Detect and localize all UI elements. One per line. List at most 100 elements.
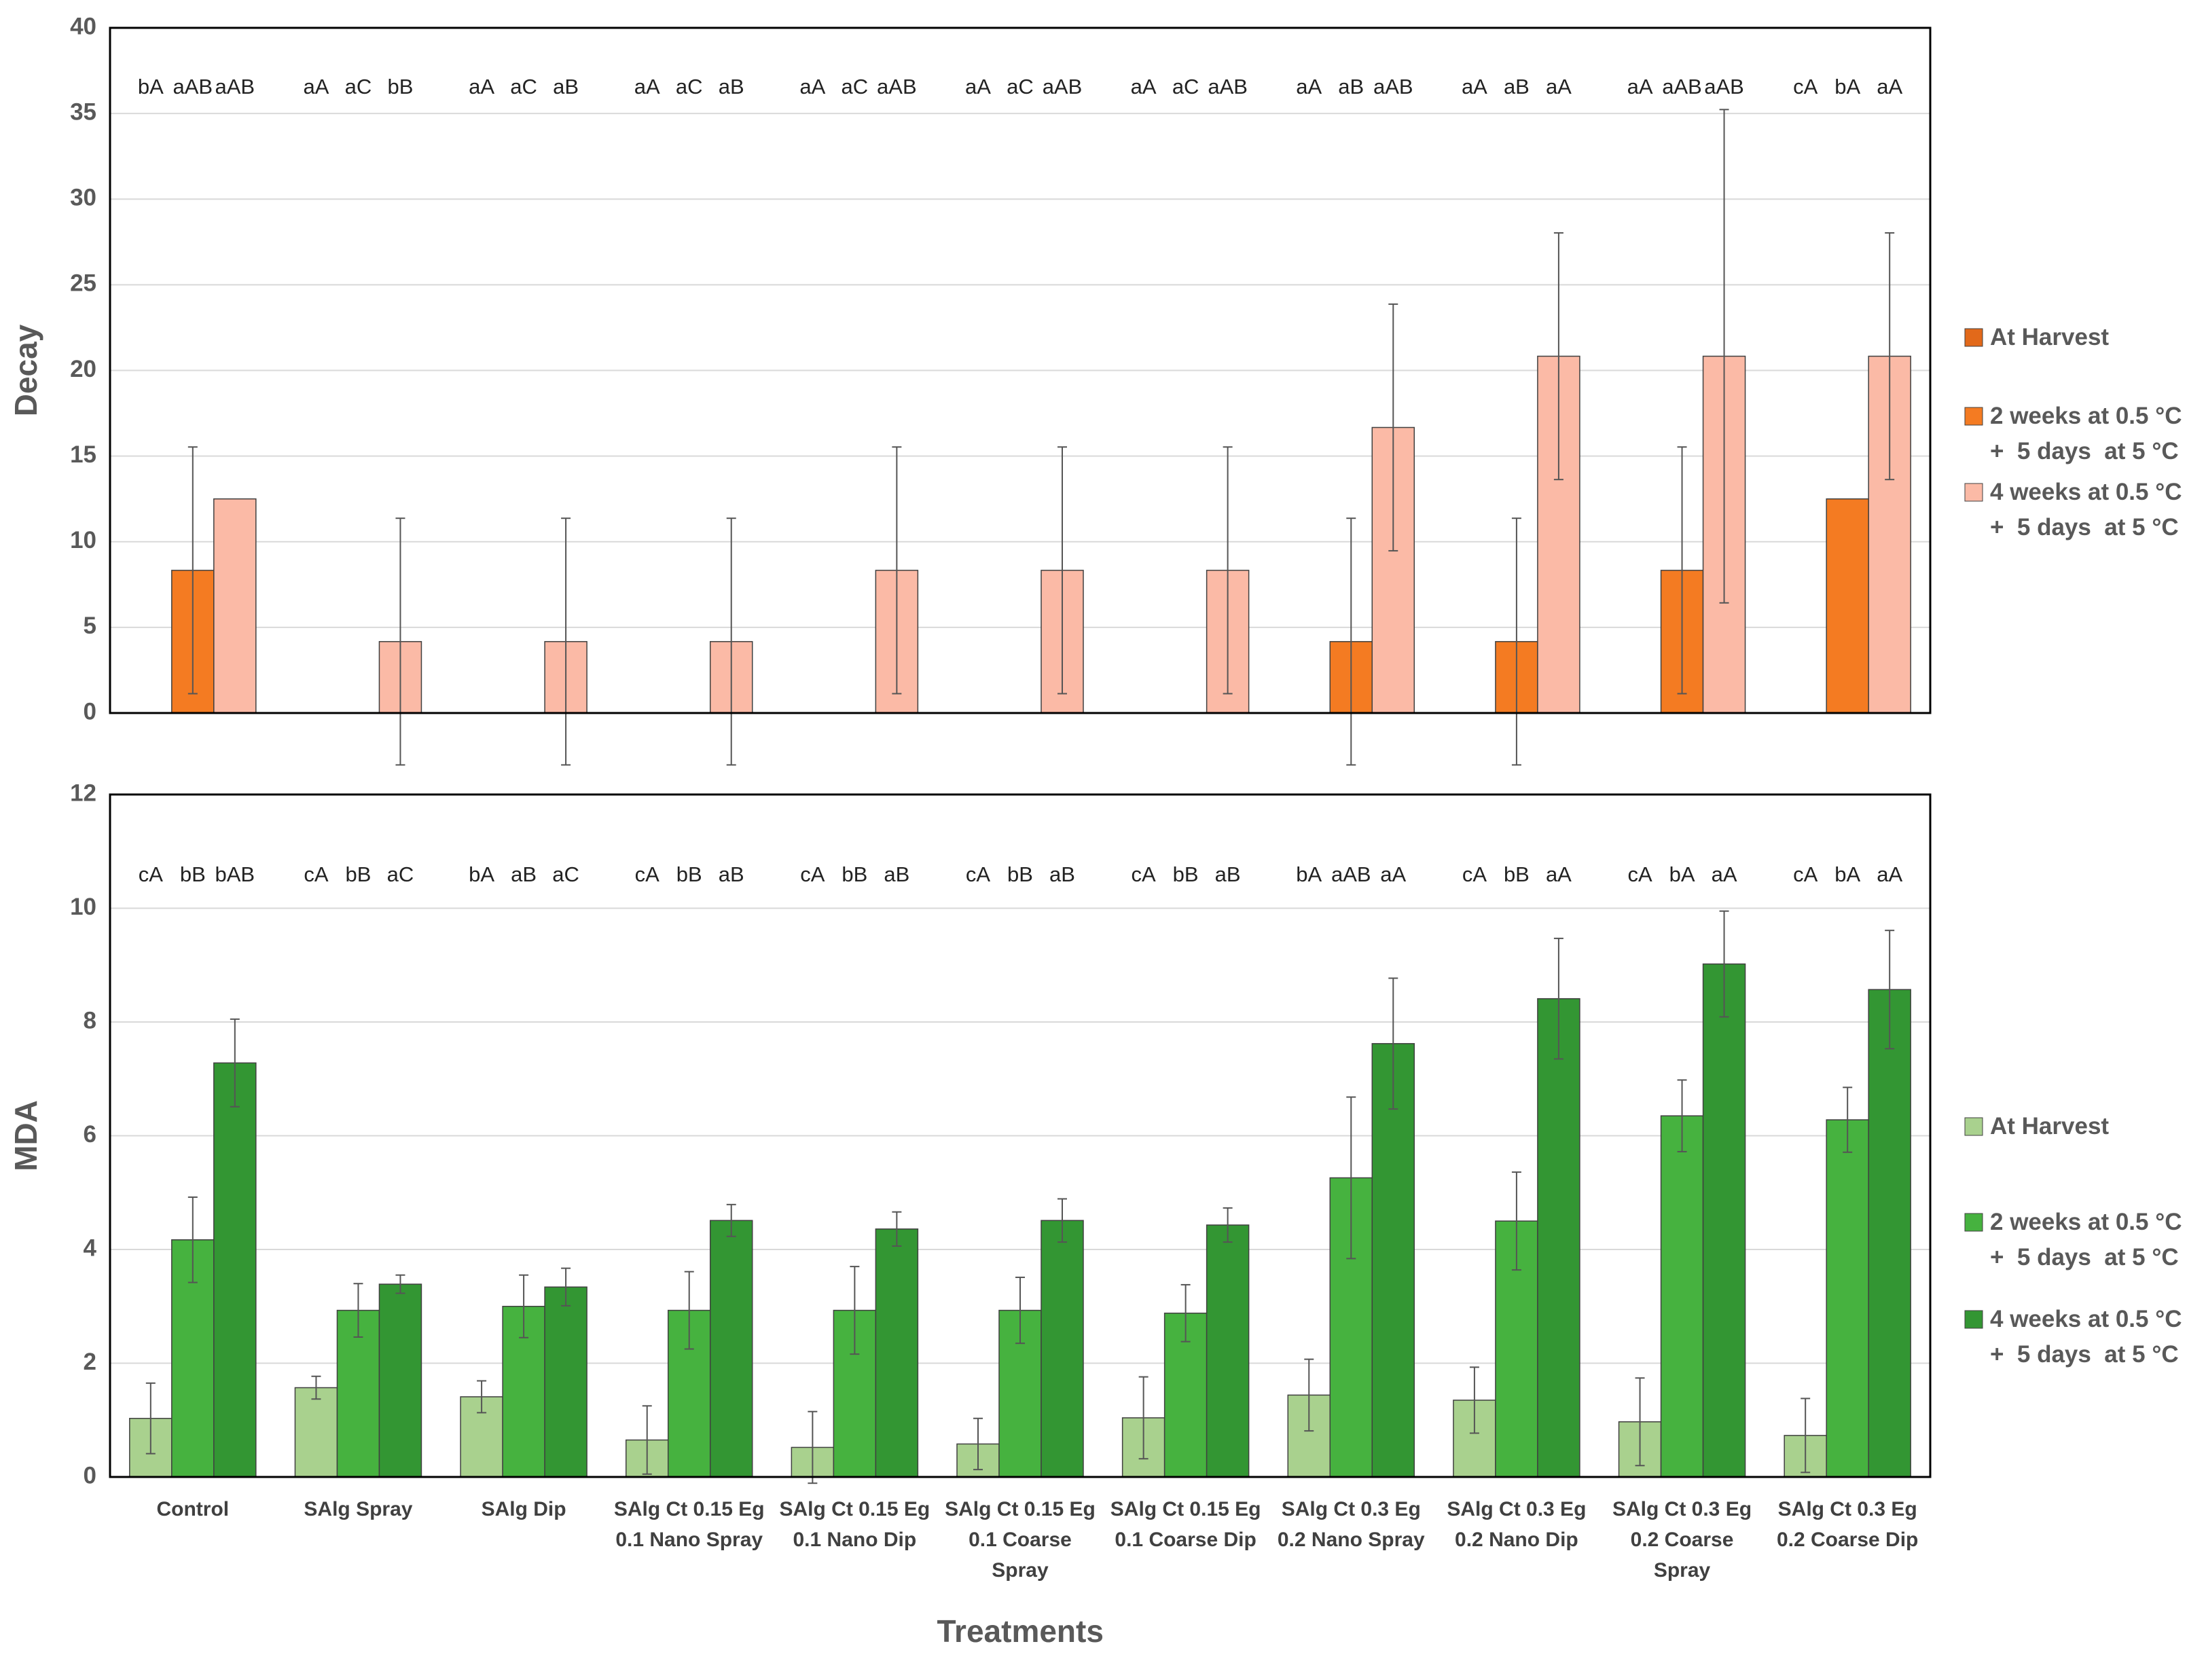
- significance-letter: bB: [676, 862, 702, 886]
- legend-label: 4 weeks at 0.5 °C + 5 days at 5 °C: [1990, 479, 2182, 541]
- error-bar: [1180, 1283, 1191, 1343]
- y-tick-label: 35: [70, 98, 96, 125]
- error-bar: [1304, 1358, 1314, 1432]
- error-bar: [230, 1018, 240, 1108]
- x-tick-label: SAlg Ct 0.3 Eg 0.2 Nano Spray: [1277, 1498, 1425, 1551]
- error-bar: [1635, 1377, 1645, 1467]
- legend-label: 2 weeks at 0.5 °C + 5 days at 5 °C: [1990, 1209, 2182, 1271]
- y-tick-label: 5: [84, 613, 96, 639]
- significance-letter: aC: [345, 75, 372, 98]
- error-bar: [353, 1283, 363, 1338]
- bar: [875, 1228, 919, 1478]
- significance-letter: aA: [1546, 862, 1572, 886]
- y-tick-label: 12: [70, 780, 96, 806]
- error-bar: [1553, 937, 1563, 1060]
- x-tick-label: SAlg Ct 0.3 Eg 0.2 Nano Dip: [1447, 1498, 1587, 1551]
- error-bar: [808, 1410, 818, 1484]
- y-tick-label: 15: [70, 441, 96, 468]
- significance-letter: aC: [387, 862, 414, 886]
- significance-letter: aC: [1172, 75, 1199, 98]
- error-bar: [519, 1274, 529, 1338]
- significance-letter: aB: [1215, 862, 1241, 886]
- y-axis-title: Decay: [8, 324, 43, 416]
- significance-letter: aA: [1380, 862, 1406, 886]
- significance-letter: aA: [1296, 75, 1322, 98]
- error-bar: [1223, 1207, 1233, 1243]
- y-tick-label: 8: [84, 1007, 96, 1034]
- legend-swatch: [1964, 1213, 1983, 1232]
- significance-letter: aB: [1504, 75, 1530, 98]
- error-bar: [477, 1380, 487, 1414]
- y-tick-label: 6: [84, 1121, 96, 1148]
- bar: [294, 1387, 338, 1478]
- bar: [378, 1283, 422, 1478]
- significance-letter: bB: [180, 862, 206, 886]
- significance-letter: aB: [553, 75, 579, 98]
- significance-letter: bAB: [215, 862, 255, 886]
- significance-letter: bA: [1296, 862, 1322, 886]
- y-tick-label: 4: [84, 1235, 97, 1261]
- significance-letter: cA: [966, 862, 991, 886]
- significance-letter: bA: [469, 862, 494, 886]
- error-bar: [684, 1271, 694, 1350]
- significance-letter: aAB: [215, 75, 255, 98]
- significance-letter: cA: [304, 862, 329, 886]
- y-tick-label: 10: [70, 527, 96, 553]
- error-bar: [395, 1274, 405, 1294]
- error-bar: [1223, 446, 1233, 695]
- error-bar: [145, 1382, 156, 1455]
- y-tick-label: 25: [70, 270, 96, 297]
- error-bar: [187, 1196, 198, 1283]
- error-bar: [1469, 1366, 1479, 1434]
- significance-letter: bA: [1834, 862, 1860, 886]
- y-tick-label: 30: [70, 185, 96, 211]
- significance-letter: aA: [1712, 862, 1737, 886]
- bar: [336, 1309, 380, 1478]
- significance-letter: bA: [138, 75, 164, 98]
- significance-letter: aC: [510, 75, 537, 98]
- bar: [1868, 989, 1911, 1478]
- significance-letter: aA: [1546, 75, 1572, 98]
- bar: [1660, 1115, 1704, 1478]
- significance-letter: aA: [1877, 862, 1902, 886]
- error-bar: [726, 1203, 736, 1237]
- significance-letter: aA: [1627, 75, 1653, 98]
- significance-letter: aA: [469, 75, 494, 98]
- significance-letter: aAB: [1208, 75, 1248, 98]
- x-tick-label: Control: [156, 1498, 230, 1520]
- significance-letter: bB: [345, 862, 371, 886]
- significance-letter: aC: [552, 862, 579, 886]
- significance-letter: bA: [1834, 75, 1860, 98]
- error-bar: [1885, 232, 1895, 481]
- bar: [709, 1220, 753, 1478]
- bar: [213, 498, 257, 714]
- error-bar: [1511, 1171, 1521, 1271]
- bar: [1041, 1220, 1084, 1478]
- significance-letter: aA: [965, 75, 991, 98]
- legend-swatch: [1964, 1117, 1983, 1136]
- legend-swatch: [1964, 328, 1983, 347]
- error-bar: [1388, 303, 1398, 552]
- bar: [1826, 498, 1869, 714]
- significance-letter: aB: [511, 862, 537, 886]
- bar: [213, 1062, 257, 1478]
- error-bar: [561, 1267, 571, 1307]
- significance-letter: cA: [1793, 862, 1818, 886]
- x-tick-label: SAlg Dip: [481, 1498, 566, 1520]
- x-tick-label: SAlg Ct 0.15 Eg 0.1 Coarse Spray: [945, 1498, 1096, 1582]
- significance-letter: cA: [1793, 75, 1818, 98]
- significance-letter: aB: [1338, 75, 1364, 98]
- y-tick-label: 0: [84, 1462, 96, 1489]
- significance-letter: aA: [1462, 75, 1487, 98]
- x-tick-label: SAlg Ct 0.3 Eg 0.2 Coarse Dip: [1776, 1498, 1919, 1551]
- bar: [544, 1286, 587, 1478]
- error-bar: [1511, 517, 1521, 766]
- significance-letter: aAB: [1331, 862, 1371, 886]
- error-bar: [1553, 232, 1563, 481]
- significance-letter: aC: [842, 75, 869, 98]
- plot-frame: [109, 793, 1932, 1478]
- significance-letter: aA: [1877, 75, 1902, 98]
- x-axis-title: Treatments: [937, 1613, 1104, 1649]
- x-tick-label: SAlg Ct 0.3 Eg 0.2 Coarse Spray: [1612, 1498, 1752, 1582]
- error-bar: [1388, 977, 1398, 1110]
